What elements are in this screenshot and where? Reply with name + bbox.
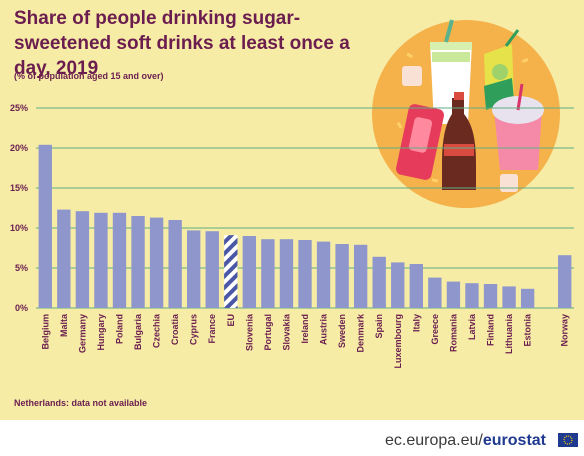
category-label: Norway xyxy=(560,314,570,347)
bar xyxy=(465,283,479,308)
bar xyxy=(316,241,331,308)
category-label: Latvia xyxy=(467,313,477,340)
footnote: Netherlands: data not available xyxy=(14,398,148,408)
category-label: Lithuania xyxy=(504,313,514,354)
bar xyxy=(112,212,127,308)
bar xyxy=(335,244,349,308)
bar xyxy=(428,277,442,308)
footer-domain: ec.europa.eu/ xyxy=(385,432,483,449)
bar xyxy=(446,281,461,308)
y-tick-label: 15% xyxy=(10,183,28,193)
category-label: Italy xyxy=(411,314,421,332)
bar xyxy=(520,288,535,308)
category-label: Poland xyxy=(114,314,124,344)
y-tick-label: 10% xyxy=(10,223,28,233)
bar xyxy=(353,244,368,308)
category-label: Ireland xyxy=(300,314,310,344)
bar xyxy=(187,230,201,308)
category-label: EU xyxy=(226,314,236,327)
chart-panel: Share of people drinking sugar-sweetened… xyxy=(0,0,584,420)
category-label: Austria xyxy=(319,313,329,345)
category-label: France xyxy=(207,314,217,344)
category-label: Finland xyxy=(486,314,496,346)
bar xyxy=(149,217,164,308)
footer-brand: eurostat xyxy=(482,432,546,449)
y-tick-label: 0% xyxy=(15,303,28,313)
category-label: Spain xyxy=(374,314,384,339)
bar xyxy=(409,264,423,308)
y-tick-label: 20% xyxy=(10,143,28,153)
category-label: Sweden xyxy=(337,314,347,348)
bar xyxy=(205,231,219,308)
chart-title: Share of people drinking sugar-sweetened… xyxy=(14,8,350,79)
category-label: Hungary xyxy=(96,314,106,351)
category-label: Bulgaria xyxy=(133,313,143,350)
category-label: Croatia xyxy=(170,313,180,345)
category-label: Portugal xyxy=(263,314,273,351)
category-label: Malta xyxy=(59,313,69,337)
category-label: Cyprus xyxy=(189,314,199,345)
bar xyxy=(391,262,405,308)
category-label: Slovenia xyxy=(244,313,254,351)
category-label: Luxembourg xyxy=(393,314,403,369)
eu-flag-icon xyxy=(558,433,578,447)
bar xyxy=(75,211,90,308)
category-label: Belgium xyxy=(40,314,50,350)
category-label: Greece xyxy=(430,314,440,345)
bar xyxy=(502,286,516,308)
bar xyxy=(298,240,312,308)
category-label: Germany xyxy=(77,314,87,353)
category-label: Estonia xyxy=(523,313,533,347)
footer-source: ec.europa.eu/eurostat xyxy=(385,432,546,450)
bar-chart: 0% 5% 10% 15% 20% 25% Belgium Malta Germany Hunga… xyxy=(10,103,574,369)
chart-subtitle: (% of population aged 15 and over) xyxy=(14,71,164,81)
category-label: Denmark xyxy=(356,313,366,353)
bar xyxy=(38,144,52,308)
bar xyxy=(94,212,108,308)
bar xyxy=(131,216,145,308)
bar xyxy=(242,236,257,308)
bar xyxy=(483,284,498,308)
soft-drinks-illustration xyxy=(372,19,560,208)
y-tick-label: 5% xyxy=(15,263,28,273)
bar xyxy=(372,256,386,308)
category-label: Slovakia xyxy=(281,313,291,351)
category-label: Romania xyxy=(448,313,458,352)
bar xyxy=(57,209,71,308)
bar-eu xyxy=(224,235,238,308)
y-tick-label: 25% xyxy=(10,103,28,113)
bar xyxy=(279,239,294,308)
category-label: Czechia xyxy=(152,313,162,348)
bar xyxy=(261,239,275,308)
bar xyxy=(168,220,182,308)
bar xyxy=(558,255,572,308)
